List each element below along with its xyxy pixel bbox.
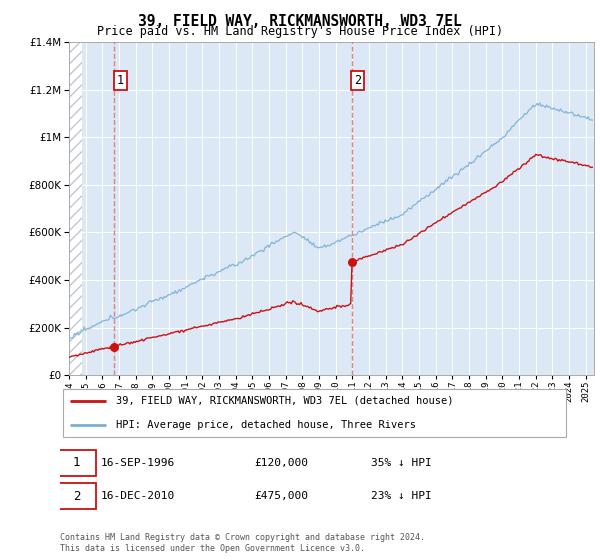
Bar — [69, 42, 82, 375]
Text: £120,000: £120,000 — [254, 458, 308, 468]
Text: 39, FIELD WAY, RICKMANSWORTH, WD3 7EL (detached house): 39, FIELD WAY, RICKMANSWORTH, WD3 7EL (d… — [116, 396, 454, 406]
Text: 16-DEC-2010: 16-DEC-2010 — [101, 491, 175, 501]
Text: HPI: Average price, detached house, Three Rivers: HPI: Average price, detached house, Thre… — [116, 420, 416, 430]
Bar — [69, 42, 82, 375]
Text: 1: 1 — [73, 456, 80, 469]
Text: 23% ↓ HPI: 23% ↓ HPI — [371, 491, 432, 501]
Text: Contains HM Land Registry data © Crown copyright and database right 2024.
This d: Contains HM Land Registry data © Crown c… — [60, 533, 425, 553]
Text: 39, FIELD WAY, RICKMANSWORTH, WD3 7EL: 39, FIELD WAY, RICKMANSWORTH, WD3 7EL — [138, 14, 462, 29]
Text: 35% ↓ HPI: 35% ↓ HPI — [371, 458, 432, 468]
FancyBboxPatch shape — [62, 389, 566, 437]
Text: 1: 1 — [116, 73, 124, 87]
Text: 2: 2 — [354, 73, 361, 87]
Text: 16-SEP-1996: 16-SEP-1996 — [101, 458, 175, 468]
Text: £475,000: £475,000 — [254, 491, 308, 501]
FancyBboxPatch shape — [58, 450, 96, 476]
Text: Price paid vs. HM Land Registry's House Price Index (HPI): Price paid vs. HM Land Registry's House … — [97, 25, 503, 38]
Text: 2: 2 — [73, 489, 80, 502]
FancyBboxPatch shape — [58, 483, 96, 509]
